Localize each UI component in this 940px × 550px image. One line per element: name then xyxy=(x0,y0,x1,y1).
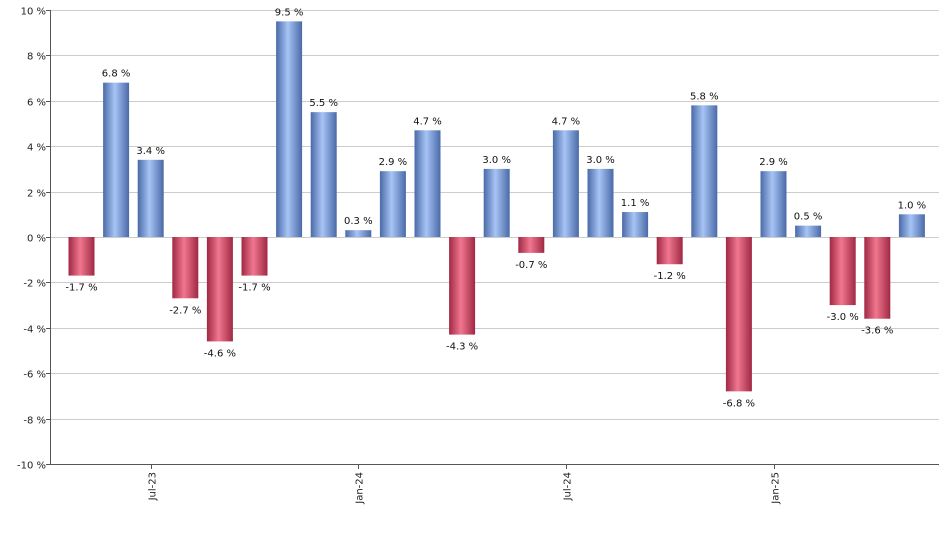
bar-Jun-25 xyxy=(898,214,925,237)
data-label-Feb-25: 2.9 % xyxy=(759,157,788,168)
data-labels: -1.7 % 6.8 % 3.4 % -2.7 % -4.6 % -1.7 % 9.5 % 5… xyxy=(65,7,926,409)
bar-Jul-24 xyxy=(518,237,545,253)
x-tick-label: Jan-24 xyxy=(355,472,366,505)
y-tick-label: -4 % xyxy=(23,325,46,336)
bar-Jul-23 xyxy=(103,82,130,237)
y-tick-label: 8 % xyxy=(27,52,46,63)
data-label-Apr-25: -3.0 % xyxy=(827,312,859,323)
y-tick-label: -2 % xyxy=(23,279,46,290)
bar-Dec-23 xyxy=(276,21,303,237)
data-label-Nov-23: -1.7 % xyxy=(238,283,270,294)
bar-Dec-24 xyxy=(691,105,718,237)
bar-Jan-24 xyxy=(310,112,337,237)
bar-Aug-23 xyxy=(137,159,164,237)
data-label-Oct-23: -4.6 % xyxy=(204,348,236,359)
bar-Mar-25 xyxy=(795,225,822,237)
y-tick-label: 4 % xyxy=(27,143,46,154)
bar-Nov-23 xyxy=(241,237,268,276)
y-tick-label: 6 % xyxy=(27,98,46,109)
bar-Sep-24 xyxy=(587,168,614,237)
bar-Sep-23 xyxy=(172,237,199,299)
data-label-Aug-23: 3.4 % xyxy=(136,146,165,157)
bar-Jan-25 xyxy=(725,237,752,392)
bar-May-25 xyxy=(864,237,891,319)
data-label-Jul-24: -0.7 % xyxy=(515,260,547,271)
bar-May-24 xyxy=(449,237,476,335)
bar-Feb-24 xyxy=(345,230,372,237)
data-label-Apr-24: 4.7 % xyxy=(413,116,442,127)
bar-Apr-25 xyxy=(829,237,856,306)
y-tick-label: -6 % xyxy=(23,370,46,381)
bar-Aug-24 xyxy=(552,130,579,237)
bar-Nov-24 xyxy=(656,237,683,265)
axes xyxy=(50,10,939,465)
bar-Mar-24 xyxy=(379,171,406,237)
y-tick-label: 0 % xyxy=(27,234,46,245)
data-label-Sep-24: 3.0 % xyxy=(586,155,615,166)
data-label-Dec-23: 9.5 % xyxy=(275,7,304,18)
data-label-Aug-24: 4.7 % xyxy=(552,116,581,127)
data-label-Jul-23: 6.8 % xyxy=(102,69,131,80)
bar-Oct-23 xyxy=(206,237,233,342)
data-label-Oct-24: 1.1 % xyxy=(621,198,650,209)
x-axis-ticks: Jul-23 Jan-24 Jul-24 Jan-25 xyxy=(148,464,782,505)
bar-Apr-24 xyxy=(414,130,441,237)
data-label-Jan-24: 5.5 % xyxy=(309,98,338,109)
data-label-Jun-24: 3.0 % xyxy=(482,155,511,166)
bars xyxy=(68,21,925,392)
bar-Jun-23 xyxy=(68,237,95,276)
bar-Feb-25 xyxy=(760,171,787,237)
data-label-May-25: -3.6 % xyxy=(861,326,893,337)
data-label-Nov-24: -1.2 % xyxy=(654,271,686,282)
data-label-May-24: -4.3 % xyxy=(446,342,478,353)
data-label-Dec-24: 5.8 % xyxy=(690,91,719,102)
data-label-Sep-23: -2.7 % xyxy=(169,305,201,316)
data-label-Mar-24: 2.9 % xyxy=(379,157,408,168)
y-tick-label: -10 % xyxy=(17,461,46,472)
y-tick-label: 2 % xyxy=(27,189,46,200)
y-axis-ticks: -10 % -8 % -6 % -4 % -2 % 0 % 2 % 4 % 6 % 8 % 10 % xyxy=(17,7,50,472)
x-tick-label: Jul-23 xyxy=(148,472,159,501)
x-tick-label: Jul-24 xyxy=(563,472,574,501)
data-label-Jun-23: -1.7 % xyxy=(65,283,97,294)
data-label-Feb-24: 0.3 % xyxy=(344,216,373,227)
data-label-Jan-25: -6.8 % xyxy=(723,398,755,409)
y-tick-label: -8 % xyxy=(23,416,46,427)
data-label-Jun-25: 1.0 % xyxy=(898,200,927,211)
bar-Jun-24 xyxy=(483,168,510,237)
y-tick-label: 10 % xyxy=(21,7,46,18)
x-tick-label: Jan-25 xyxy=(771,472,782,505)
data-label-Mar-25: 0.5 % xyxy=(794,212,823,223)
bar-Oct-24 xyxy=(622,212,649,237)
